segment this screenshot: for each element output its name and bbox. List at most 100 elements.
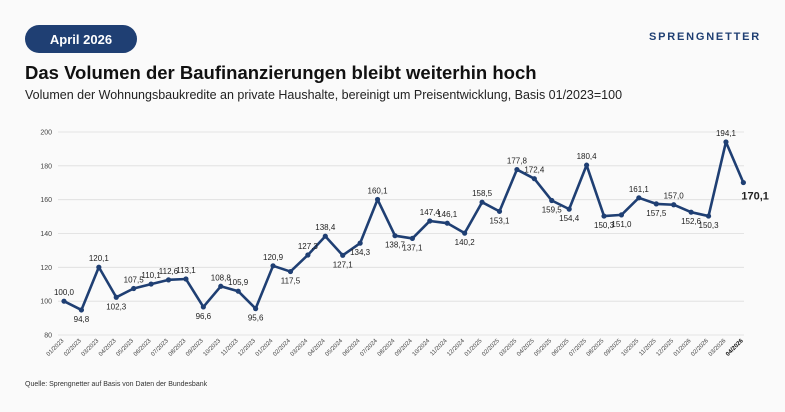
data-label: 113,1 bbox=[176, 266, 196, 275]
data-label: 127,3 bbox=[298, 242, 319, 251]
x-tick-label: 02/2023 bbox=[63, 338, 83, 358]
x-tick-label: 03/2023 bbox=[81, 338, 101, 358]
x-tick-label: 02/2025 bbox=[481, 338, 501, 358]
data-label: 107,5 bbox=[124, 275, 145, 284]
data-point bbox=[496, 208, 503, 214]
y-tick-label: 160 bbox=[40, 197, 52, 204]
x-tick-label: 03/2024 bbox=[290, 338, 310, 358]
y-tick-label: 200 bbox=[40, 130, 52, 137]
data-label: 137,1 bbox=[402, 243, 423, 252]
x-tick-label: 08/2024 bbox=[377, 338, 397, 358]
data-label: 102,3 bbox=[106, 302, 127, 311]
y-tick-label: 140 bbox=[40, 231, 52, 238]
data-label: 117,5 bbox=[281, 277, 301, 286]
data-label: 112,6 bbox=[159, 267, 179, 276]
data-label: 177,8 bbox=[507, 157, 528, 166]
data-point bbox=[165, 277, 172, 283]
x-tick-label: 07/2023 bbox=[150, 338, 170, 358]
x-tick-label: 04/2026 bbox=[725, 338, 745, 358]
data-point bbox=[235, 288, 241, 294]
x-tick-label: 09/2023 bbox=[185, 338, 205, 358]
x-tick-label: 04/2023 bbox=[98, 338, 118, 358]
data-point bbox=[636, 195, 642, 201]
data-label: 172,4 bbox=[524, 166, 545, 175]
x-tick-label: 08/2023 bbox=[168, 338, 188, 358]
data-label: 154,4 bbox=[559, 214, 580, 223]
x-tick-label: 01/2025 bbox=[464, 338, 484, 358]
data-label: 150,3 bbox=[699, 221, 720, 230]
data-label: 140,2 bbox=[455, 238, 476, 247]
data-point bbox=[322, 233, 328, 239]
data-point bbox=[96, 264, 102, 270]
data-point bbox=[392, 233, 398, 239]
data-point bbox=[305, 252, 311, 258]
date-badge-label: April 2026 bbox=[49, 31, 113, 47]
data-point bbox=[462, 230, 468, 236]
data-point bbox=[688, 209, 694, 215]
data-label: 108,8 bbox=[211, 273, 232, 282]
data-label: 95,6 bbox=[248, 314, 264, 323]
data-point bbox=[514, 166, 520, 173]
data-point bbox=[618, 212, 625, 218]
data-point bbox=[357, 240, 363, 246]
data-point bbox=[218, 283, 224, 289]
x-tick-label: 12/2024 bbox=[446, 338, 466, 358]
y-tick-label: 100 bbox=[40, 299, 52, 306]
data-label: 170,1 bbox=[741, 191, 769, 203]
data-point bbox=[723, 139, 729, 145]
x-tick-label: 01/2024 bbox=[255, 338, 275, 358]
data-point bbox=[444, 220, 450, 226]
data-point bbox=[270, 263, 276, 269]
x-tick-label: 07/2025 bbox=[568, 338, 588, 358]
x-tick-label: 10/2023 bbox=[203, 338, 223, 358]
data-label: 96,6 bbox=[196, 312, 212, 321]
data-label: 150,3 bbox=[594, 221, 615, 230]
chart-subtitle: Volumen der Wohnungsbaukredite an privat… bbox=[25, 88, 623, 102]
x-tick-label: 02/2024 bbox=[272, 338, 292, 358]
date-badge: April 2026 bbox=[25, 25, 137, 53]
data-point bbox=[374, 196, 381, 203]
data-label: 146,1 bbox=[437, 210, 458, 219]
data-point bbox=[183, 276, 189, 282]
data-label: 120,1 bbox=[89, 254, 110, 263]
data-point bbox=[340, 252, 346, 258]
data-label: 180,4 bbox=[577, 152, 598, 161]
data-label: 105,9 bbox=[228, 278, 249, 287]
data-label: 100,0 bbox=[54, 288, 75, 297]
data-label: 158,5 bbox=[472, 189, 493, 198]
x-tick-label: 06/2023 bbox=[133, 338, 153, 358]
data-point bbox=[113, 294, 119, 300]
x-tick-label: 02/2026 bbox=[690, 338, 710, 358]
data-label: 127,1 bbox=[333, 260, 354, 269]
x-tick-label: 10/2025 bbox=[621, 338, 641, 358]
x-tick-label: 05/2024 bbox=[325, 338, 345, 358]
brand-logo: SPRENGNETTER bbox=[649, 31, 761, 43]
data-label: 157,5 bbox=[646, 209, 667, 218]
data-point bbox=[601, 213, 607, 219]
x-tick-label: 05/2025 bbox=[534, 338, 554, 358]
data-point bbox=[287, 268, 294, 275]
chart-title: Das Volumen der Baufinanzierungen bleibt… bbox=[25, 62, 537, 83]
data-label: 153,1 bbox=[489, 216, 510, 225]
x-tick-label: 01/2026 bbox=[673, 338, 693, 358]
x-tick-label: 03/2025 bbox=[499, 338, 519, 358]
brand-name: SPRENGNETTER bbox=[648, 31, 761, 43]
x-tick-label: 05/2023 bbox=[116, 338, 136, 358]
data-label: 157,0 bbox=[664, 192, 685, 201]
series-line bbox=[62, 140, 745, 312]
x-tick-label: 08/2025 bbox=[586, 338, 606, 358]
data-point bbox=[479, 199, 485, 205]
x-tick-label: 06/2025 bbox=[551, 338, 571, 358]
data-label: 160,1 bbox=[368, 186, 389, 195]
y-tick-label: 80 bbox=[44, 333, 52, 340]
data-point bbox=[671, 202, 677, 208]
data-point bbox=[705, 213, 712, 219]
data-point bbox=[253, 306, 259, 312]
x-tick-label: 04/2025 bbox=[516, 338, 536, 358]
data-point bbox=[740, 179, 746, 186]
x-tick-label: 03/2026 bbox=[708, 338, 728, 358]
x-tick-label: 07/2024 bbox=[359, 338, 379, 358]
data-point bbox=[653, 201, 659, 207]
data-point bbox=[549, 197, 555, 204]
